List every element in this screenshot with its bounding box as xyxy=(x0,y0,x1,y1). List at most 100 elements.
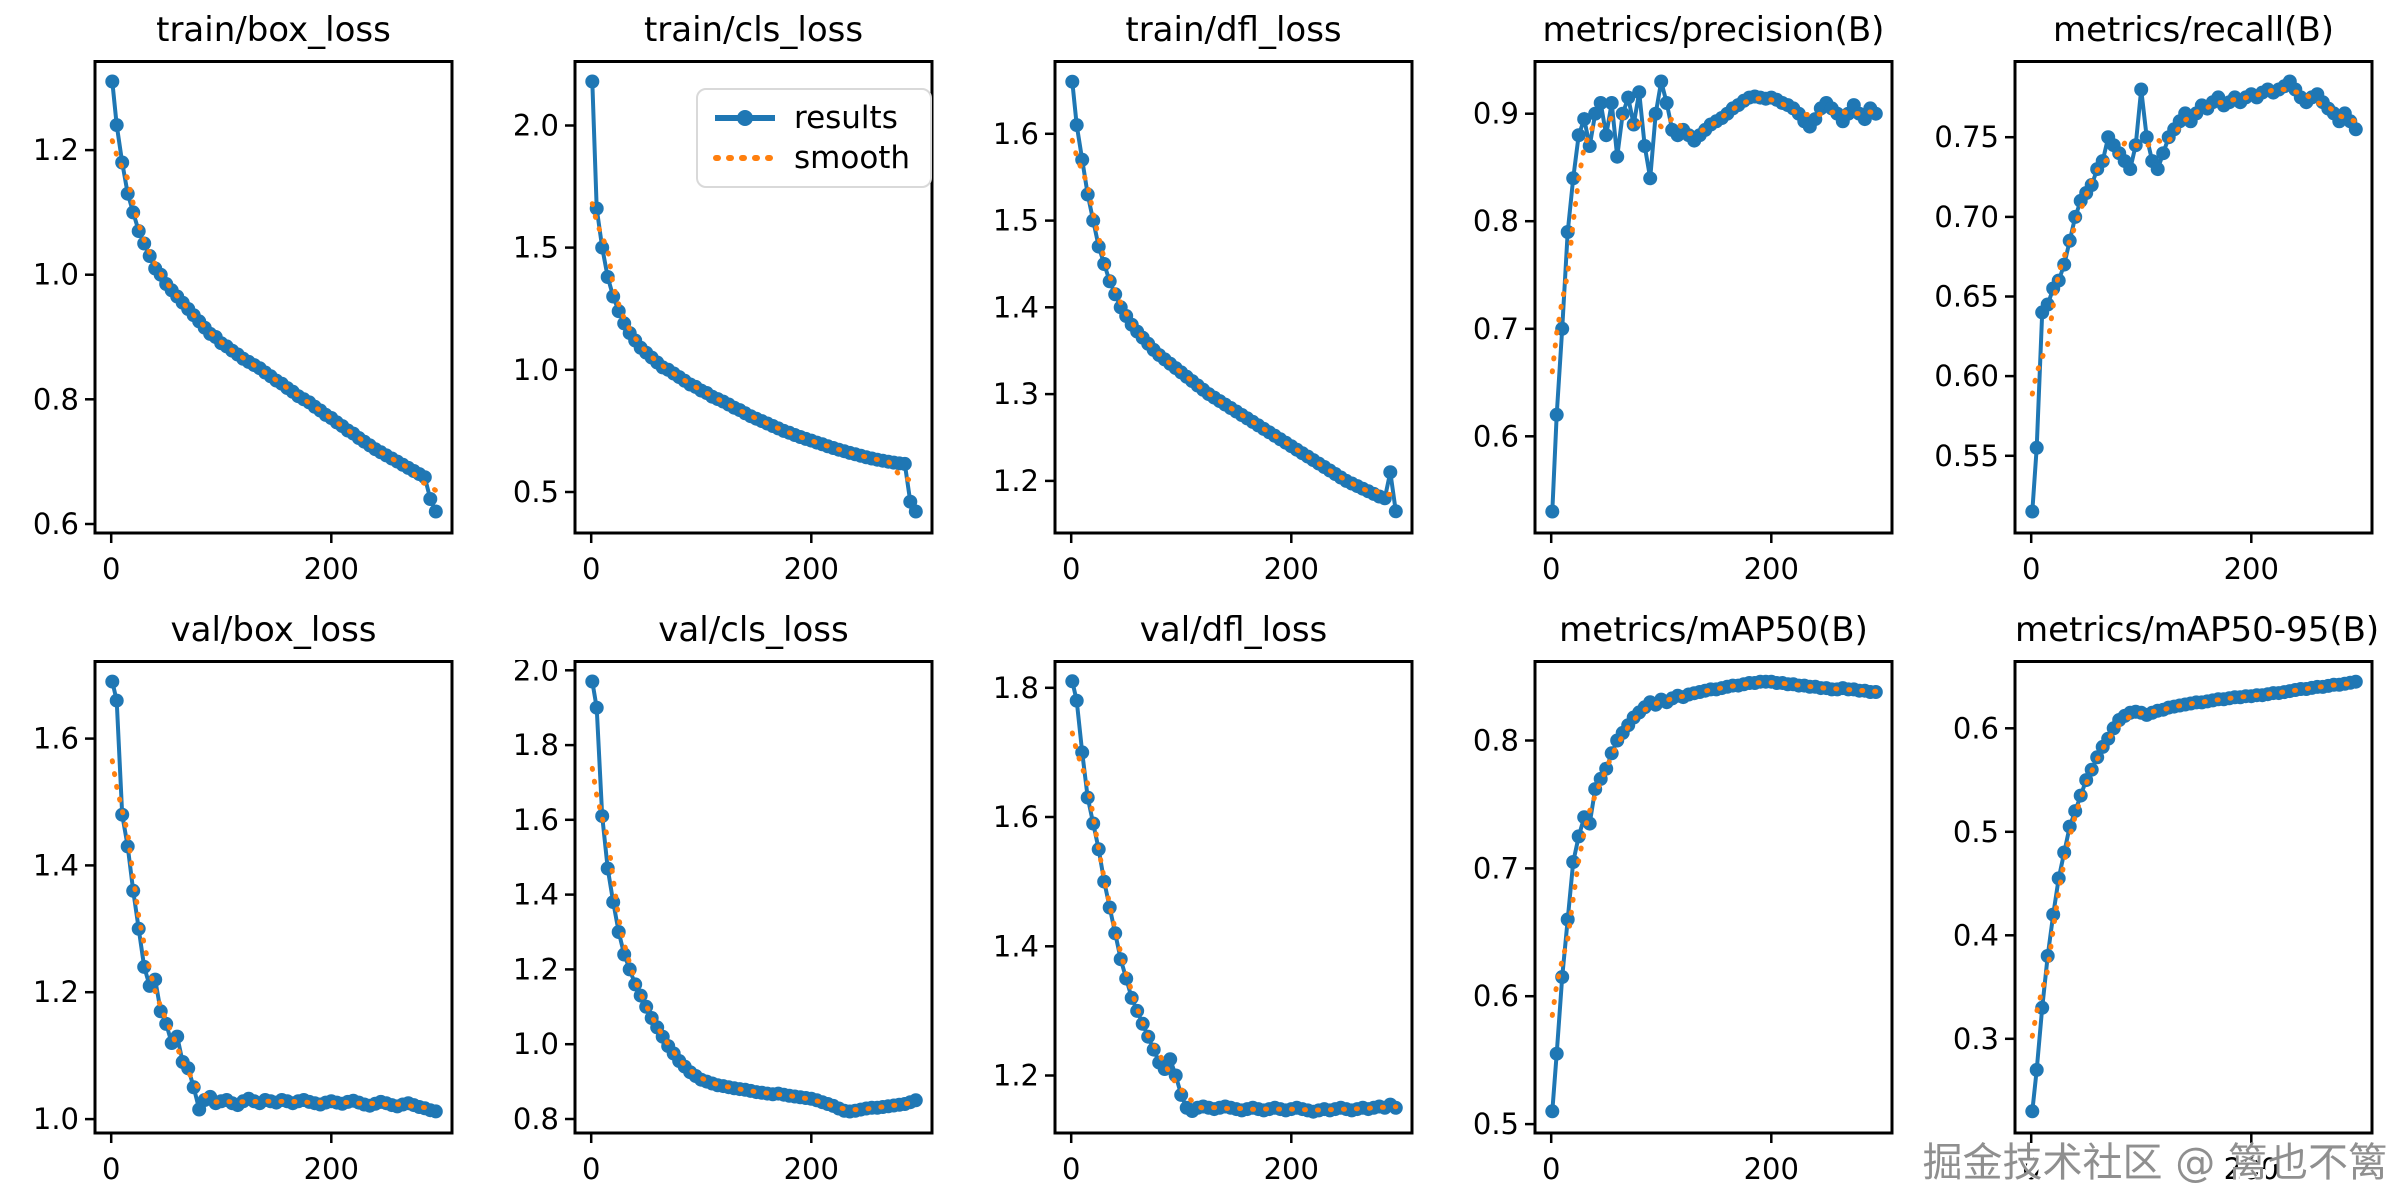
svg-text:1.4: 1.4 xyxy=(993,290,1039,324)
results-line-sample xyxy=(715,110,775,126)
svg-text:0.70: 0.70 xyxy=(1934,200,1999,234)
plot-title: metrics/mAP50(B) xyxy=(1559,610,1868,650)
plot-area: 0.55 0.60 0.65 0.70 0.75 0 200 xyxy=(1920,60,2400,596)
svg-text:1.4: 1.4 xyxy=(513,878,559,912)
legend-label-results: results xyxy=(794,100,898,136)
plot-title: val/dfl_loss xyxy=(1139,610,1328,650)
subplot-val-box-loss: val/box_loss 1.0 1.2 1.4 1.6 0 200 xyxy=(0,600,480,1200)
svg-text:1.0: 1.0 xyxy=(513,353,559,387)
svg-text:0: 0 xyxy=(2022,552,2040,586)
svg-text:0.6: 0.6 xyxy=(1473,419,1519,453)
svg-text:0.5: 0.5 xyxy=(1473,1107,1519,1141)
svg-text:0: 0 xyxy=(1542,1152,1560,1186)
svg-text:1.6: 1.6 xyxy=(513,803,559,837)
svg-text:2.0: 2.0 xyxy=(513,660,559,687)
plot-area: 0.3 0.4 0.5 0.6 0 200 xyxy=(1920,660,2400,1196)
smooth-line-sample xyxy=(713,155,777,161)
subplot-val-cls-loss: val/cls_loss 0.8 1.0 1.2 1.4 1.6 1.8 2.0 0 200 xyxy=(480,600,960,1200)
svg-text:1.0: 1.0 xyxy=(513,1027,559,1061)
svg-text:200: 200 xyxy=(784,1152,839,1186)
svg-text:0.75: 0.75 xyxy=(1934,120,1999,154)
svg-text:1.2: 1.2 xyxy=(33,975,79,1009)
svg-text:0.8: 0.8 xyxy=(1473,724,1519,758)
svg-text:1.3: 1.3 xyxy=(993,377,1039,411)
svg-text:0.4: 0.4 xyxy=(1953,918,1999,952)
plot-area: 0.6 0.8 1.0 1.2 0 200 xyxy=(0,60,480,596)
svg-text:1.4: 1.4 xyxy=(993,929,1039,963)
watermark-text: 掘金技术社区 @ 篱也不篱 xyxy=(1922,1140,2388,1186)
svg-text:1.0: 1.0 xyxy=(33,258,79,292)
svg-text:0: 0 xyxy=(1062,1152,1080,1186)
svg-text:1.2: 1.2 xyxy=(993,464,1039,498)
subplot-metrics-precision: metrics/precision(B) 0.6 0.7 0.8 0.9 0 200 xyxy=(1440,0,1920,600)
svg-text:0: 0 xyxy=(582,1152,600,1186)
svg-text:0: 0 xyxy=(1062,552,1080,586)
plot-area: 0.5 0.6 0.7 0.8 0 200 xyxy=(1440,660,1920,1196)
svg-text:2.0: 2.0 xyxy=(513,109,559,143)
plot-title: val/box_loss xyxy=(170,610,377,650)
subplot-metrics-recall: metrics/recall(B) 0.55 0.60 0.65 0.70 0.75 0 2… xyxy=(1920,0,2400,600)
svg-text:0.6: 0.6 xyxy=(33,507,79,541)
subplot-metrics-map50-95: metrics/mAP50-95(B) 0.3 0.4 0.5 0.6 0 200 xyxy=(1920,600,2400,1200)
svg-text:200: 200 xyxy=(1264,552,1319,586)
plot-area: 0.6 0.7 0.8 0.9 0 200 xyxy=(1440,60,1920,596)
svg-text:0.3: 0.3 xyxy=(1953,1022,1999,1056)
subplot-train-box-loss: train/box_loss 0.6 0.8 1.0 1.2 0 200 xyxy=(0,0,480,600)
plot-title: metrics/precision(B) xyxy=(1542,10,1885,50)
svg-text:0: 0 xyxy=(102,1152,120,1186)
svg-text:1.8: 1.8 xyxy=(993,671,1039,705)
svg-text:200: 200 xyxy=(1744,552,1799,586)
plot-title: train/dfl_loss xyxy=(1125,10,1342,50)
legend-row-results: results xyxy=(712,100,910,136)
svg-text:1.2: 1.2 xyxy=(513,952,559,986)
svg-text:1.6: 1.6 xyxy=(993,117,1039,151)
svg-text:1.5: 1.5 xyxy=(513,231,559,265)
svg-text:0.7: 0.7 xyxy=(1473,851,1519,885)
svg-text:0.9: 0.9 xyxy=(1473,97,1519,131)
svg-text:0.8: 0.8 xyxy=(1473,204,1519,238)
svg-text:0.5: 0.5 xyxy=(513,475,559,509)
subplot-train-dfl-loss: train/dfl_loss 1.2 1.3 1.4 1.5 1.6 0 200 xyxy=(960,0,1440,600)
svg-text:200: 200 xyxy=(2224,1152,2279,1186)
plot-title: metrics/recall(B) xyxy=(2052,10,2335,50)
svg-text:0.8: 0.8 xyxy=(33,382,79,416)
svg-text:0.6: 0.6 xyxy=(1473,979,1519,1013)
svg-text:0.7: 0.7 xyxy=(1473,312,1519,346)
svg-text:1.6: 1.6 xyxy=(993,800,1039,834)
subplot-val-dfl-loss: val/dfl_loss 1.2 1.4 1.6 1.8 0 200 xyxy=(960,600,1440,1200)
svg-text:0: 0 xyxy=(2022,1152,2040,1186)
subplot-metrics-map50: metrics/mAP50(B) 0.5 0.6 0.7 0.8 0 200 xyxy=(1440,600,1920,1200)
plot-title: train/cls_loss xyxy=(643,10,864,50)
svg-text:0: 0 xyxy=(582,552,600,586)
legend-row-smooth: smooth xyxy=(712,140,910,176)
plot-area: 1.2 1.4 1.6 1.8 0 200 xyxy=(960,660,1440,1196)
plot-title: metrics/mAP50-95(B) xyxy=(2015,610,2380,650)
svg-text:0.55: 0.55 xyxy=(1934,439,1999,473)
svg-text:200: 200 xyxy=(784,552,839,586)
svg-text:200: 200 xyxy=(1744,1152,1799,1186)
svg-text:200: 200 xyxy=(304,1152,359,1186)
svg-text:1.0: 1.0 xyxy=(33,1102,79,1136)
svg-text:0.65: 0.65 xyxy=(1934,280,1999,314)
svg-text:200: 200 xyxy=(1264,1152,1319,1186)
plot-title: train/box_loss xyxy=(156,10,391,50)
svg-text:0.5: 0.5 xyxy=(1953,815,1999,849)
svg-text:0.6: 0.6 xyxy=(1953,711,1999,745)
svg-text:1.6: 1.6 xyxy=(33,722,79,756)
svg-text:1.5: 1.5 xyxy=(993,204,1039,238)
legend: results smooth xyxy=(696,88,933,188)
svg-text:0: 0 xyxy=(1542,552,1560,586)
legend-label-smooth: smooth xyxy=(794,140,911,176)
svg-text:0.8: 0.8 xyxy=(513,1102,559,1136)
svg-text:200: 200 xyxy=(2224,552,2279,586)
svg-text:0.60: 0.60 xyxy=(1934,359,1999,393)
svg-text:1.2: 1.2 xyxy=(993,1059,1039,1093)
svg-text:0: 0 xyxy=(102,552,120,586)
plot-area: 0.8 1.0 1.2 1.4 1.6 1.8 2.0 0 200 xyxy=(480,653,960,1196)
plot-area: 1.2 1.3 1.4 1.5 1.6 0 200 xyxy=(960,60,1440,596)
svg-text:200: 200 xyxy=(304,552,359,586)
plot-title: val/cls_loss xyxy=(658,610,849,650)
svg-text:1.4: 1.4 xyxy=(33,848,79,882)
svg-text:1.8: 1.8 xyxy=(513,728,559,762)
